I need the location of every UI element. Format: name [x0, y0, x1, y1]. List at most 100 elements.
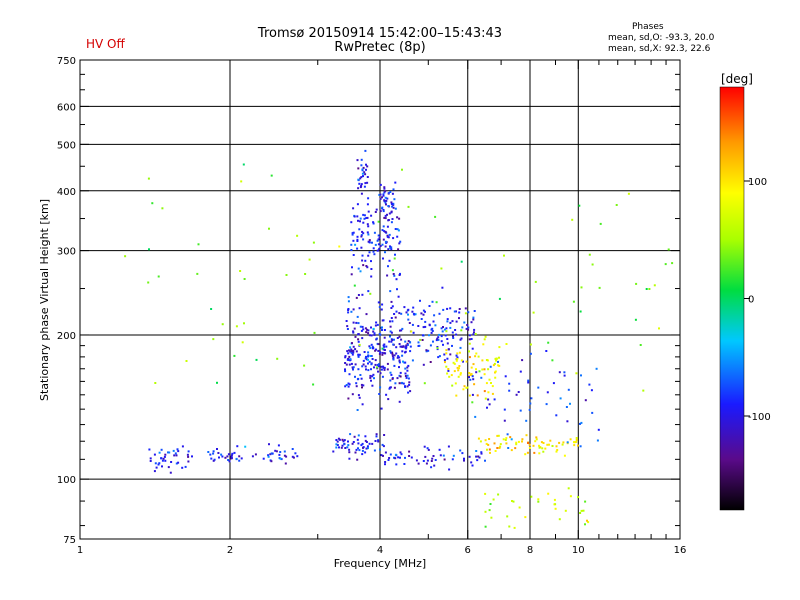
data-point — [378, 306, 381, 309]
data-point — [537, 498, 540, 501]
data-point — [380, 308, 383, 311]
data-point — [353, 327, 356, 330]
data-point — [429, 361, 432, 363]
data-point — [357, 354, 360, 357]
data-point — [468, 356, 471, 359]
data-point — [437, 356, 440, 359]
data-point — [380, 365, 383, 368]
data-point — [226, 455, 229, 458]
data-point — [383, 349, 386, 351]
data-point — [361, 259, 364, 262]
data-point — [394, 457, 397, 460]
data-point — [364, 365, 367, 368]
data-point — [436, 337, 439, 340]
data-point — [508, 525, 511, 528]
y-axis-label: Stationary phase Virtual Height [km] — [38, 199, 51, 401]
data-point — [642, 389, 645, 392]
data-point — [404, 350, 407, 353]
data-point — [460, 260, 463, 263]
data-point — [551, 445, 554, 447]
data-point — [228, 460, 231, 463]
data-point — [343, 439, 346, 442]
x-tick-label: 4 — [377, 545, 383, 556]
data-point — [285, 455, 288, 458]
data-point — [446, 307, 449, 310]
data-point — [426, 459, 429, 462]
data-point — [363, 214, 366, 217]
data-point — [393, 257, 396, 260]
data-point — [161, 207, 164, 210]
data-point — [391, 218, 394, 220]
data-point — [502, 438, 505, 441]
data-point — [357, 353, 360, 356]
data-point — [397, 229, 400, 232]
data-point — [396, 216, 399, 219]
data-point — [389, 386, 392, 389]
data-point — [356, 159, 359, 162]
data-point — [465, 327, 468, 330]
data-point — [404, 340, 407, 343]
data-point — [407, 377, 410, 380]
data-point — [238, 455, 241, 458]
data-point — [452, 337, 455, 339]
data-point — [479, 440, 482, 443]
data-point — [373, 366, 375, 369]
data-point — [335, 446, 338, 449]
data-point — [379, 193, 382, 196]
data-point — [372, 221, 375, 224]
data-point — [351, 353, 354, 356]
data-point — [486, 406, 488, 409]
data-point — [468, 350, 470, 353]
colorbar-ticks: -100 0 100 — [744, 177, 771, 423]
data-point — [464, 307, 467, 310]
data-point — [538, 452, 541, 455]
data-point — [340, 446, 343, 449]
data-point — [462, 360, 464, 363]
data-point — [443, 359, 446, 362]
data-point — [164, 459, 167, 462]
data-point — [373, 333, 376, 336]
data-point — [475, 352, 478, 355]
data-point — [401, 381, 404, 384]
data-point — [407, 340, 410, 343]
data-point — [394, 316, 397, 319]
data-point — [366, 328, 368, 331]
data-point — [361, 442, 364, 445]
data-point — [468, 376, 470, 379]
data-point — [381, 353, 384, 356]
data-point — [353, 435, 356, 438]
data-point — [341, 444, 344, 447]
data-point — [230, 454, 233, 457]
data-point — [356, 235, 359, 238]
data-point — [231, 452, 234, 455]
data-point — [370, 363, 373, 366]
data-point — [360, 377, 363, 380]
data-point — [409, 345, 412, 348]
data-point — [355, 382, 358, 385]
data-point — [558, 518, 561, 521]
data-point — [462, 388, 465, 391]
data-point — [378, 193, 381, 196]
data-point — [221, 323, 224, 326]
data-point — [344, 355, 347, 358]
data-point — [344, 385, 347, 388]
data-point — [582, 509, 585, 512]
data-point — [476, 459, 479, 462]
data-point — [367, 362, 369, 365]
data-point — [400, 329, 403, 332]
data-point — [148, 248, 150, 251]
data-point — [653, 284, 656, 287]
data-point — [383, 230, 386, 233]
data-point — [382, 366, 385, 369]
data-point — [371, 241, 373, 244]
data-point — [563, 374, 566, 377]
data-point — [359, 217, 362, 220]
data-point — [393, 274, 396, 277]
data-point — [430, 331, 433, 334]
data-point — [408, 381, 411, 384]
data-point — [588, 383, 591, 386]
data-point — [579, 310, 582, 313]
data-point — [377, 238, 380, 241]
data-point — [389, 320, 391, 323]
